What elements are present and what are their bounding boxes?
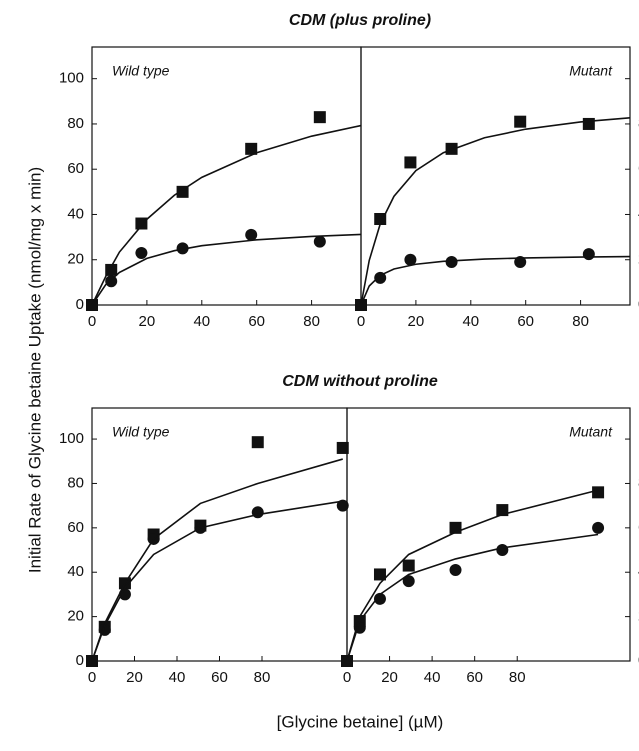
x-tick-label: 40 <box>169 669 186 686</box>
panel-frame <box>346 407 631 662</box>
circle-point <box>373 592 386 605</box>
square-point <box>404 156 417 169</box>
y-axis-label: Initial Rate of Glycine betaine Uptake (… <box>25 167 44 573</box>
circle-point <box>445 256 458 268</box>
row-title: CDM without proline <box>282 373 438 390</box>
circle-point <box>118 588 131 601</box>
square-point <box>374 213 387 225</box>
y-tick-label: 0 <box>76 296 84 313</box>
x-tick-label: 40 <box>193 313 210 330</box>
fit-line <box>91 233 362 306</box>
fit-line <box>360 117 631 306</box>
x-tick-label: 20 <box>126 669 143 686</box>
x-tick-label: 40 <box>462 313 479 330</box>
x-tick-label: 0 <box>357 313 365 330</box>
circle-point <box>251 506 264 519</box>
y-tick-label: 20 <box>67 608 84 625</box>
circle-point <box>336 499 349 512</box>
circle-point <box>105 275 118 288</box>
fit-line <box>346 533 599 662</box>
square-point <box>402 559 415 572</box>
x-tick-label: 80 <box>303 313 320 330</box>
y-tick-label: 80 <box>67 474 84 491</box>
y-tick-label: 60 <box>67 519 84 536</box>
panel-label: Wild type <box>112 424 170 440</box>
x-tick-label: 80 <box>509 669 526 686</box>
y-tick-label: 100 <box>59 70 84 87</box>
x-tick-label: 0 <box>88 313 96 330</box>
square-point <box>313 111 326 124</box>
square-point <box>445 142 458 155</box>
panel-label: Mutant <box>569 63 613 79</box>
fit-line <box>91 124 362 306</box>
panel-frame <box>91 407 348 662</box>
square-point <box>245 142 258 155</box>
square-point <box>592 486 605 499</box>
square-point <box>135 217 148 230</box>
x-tick-label: 80 <box>572 313 589 330</box>
x-tick-label: 20 <box>381 669 398 686</box>
circle-point <box>313 235 326 248</box>
fit-line <box>360 255 631 306</box>
x-axis-label: [Glycine betaine] (µM) <box>277 712 444 731</box>
circle-point <box>135 246 148 259</box>
square-point <box>582 117 595 130</box>
y-tick-label: 60 <box>67 160 84 177</box>
square-point <box>373 568 386 581</box>
x-tick-label: 20 <box>408 313 425 330</box>
x-tick-label: 60 <box>211 669 228 686</box>
x-tick-label: 20 <box>139 313 156 330</box>
circle-point <box>402 575 415 588</box>
x-tick-label: 60 <box>466 669 483 686</box>
panel-label: Wild type <box>112 63 170 79</box>
fit-line <box>346 489 599 662</box>
circle-point <box>245 228 258 241</box>
y-tick-label: 80 <box>67 115 84 132</box>
circle-point <box>592 521 605 534</box>
x-tick-label: 0 <box>88 669 96 686</box>
circle-point <box>404 253 417 266</box>
panel-frame <box>360 46 631 306</box>
square-point <box>514 115 527 128</box>
x-tick-label: 40 <box>424 669 441 686</box>
circle-point <box>582 248 595 261</box>
y-tick-label: 0 <box>76 652 84 669</box>
y-tick-label: 40 <box>67 563 84 580</box>
y-tick-label: 40 <box>67 205 84 222</box>
fit-line <box>91 458 343 662</box>
circle-point <box>514 256 527 268</box>
y-tick-label: 100 <box>59 430 84 447</box>
y-tick-label: 20 <box>67 251 84 268</box>
circle-point <box>496 544 509 557</box>
x-tick-label: 80 <box>254 669 271 686</box>
panel-label: Mutant <box>569 424 613 440</box>
square-point <box>336 441 349 454</box>
square-point <box>251 436 264 449</box>
row-title: CDM (plus proline) <box>289 12 431 29</box>
x-tick-label: 0 <box>343 669 351 686</box>
circle-point <box>449 564 462 577</box>
x-tick-label: 60 <box>517 313 534 330</box>
fit-line <box>91 500 343 662</box>
x-tick-label: 60 <box>248 313 265 330</box>
